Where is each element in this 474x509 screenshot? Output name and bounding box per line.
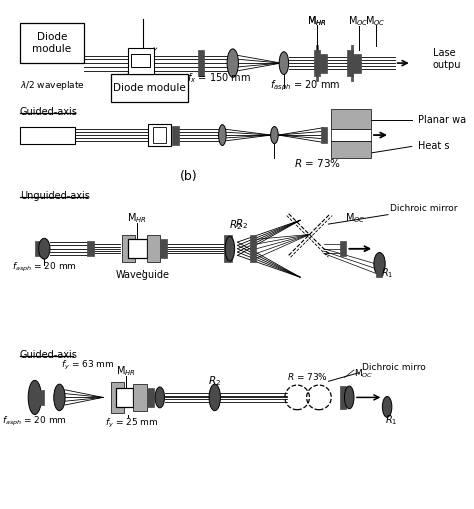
Ellipse shape xyxy=(209,384,220,411)
Bar xyxy=(146,388,154,407)
Text: $R$ = 73%: $R$ = 73% xyxy=(287,371,328,382)
Ellipse shape xyxy=(38,238,50,259)
Text: Guided-axis: Guided-axis xyxy=(19,350,78,360)
Ellipse shape xyxy=(155,387,164,408)
Text: Waveguide: Waveguide xyxy=(116,270,170,280)
Ellipse shape xyxy=(28,380,41,414)
Text: M$_{HR}$: M$_{HR}$ xyxy=(127,212,147,225)
Text: Guided-axis: Guided-axis xyxy=(19,107,78,118)
Bar xyxy=(110,382,124,413)
Bar xyxy=(224,236,232,262)
Bar xyxy=(133,384,146,411)
Bar xyxy=(347,50,353,76)
Text: Lase
outpu: Lase outpu xyxy=(433,48,461,70)
Bar xyxy=(320,53,328,73)
Bar xyxy=(122,236,135,262)
Bar xyxy=(87,241,94,257)
Bar xyxy=(131,53,150,67)
Text: Planar wa: Planar wa xyxy=(419,115,466,125)
Ellipse shape xyxy=(54,384,65,411)
Text: $R$ = 73%: $R$ = 73% xyxy=(293,157,340,169)
Bar xyxy=(160,239,167,258)
Bar xyxy=(35,241,40,257)
Text: M$_{OC}$: M$_{OC}$ xyxy=(354,367,373,380)
Text: M$_{OC}$: M$_{OC}$ xyxy=(345,212,365,225)
Bar xyxy=(19,127,74,144)
Ellipse shape xyxy=(279,52,289,74)
Bar xyxy=(146,236,160,262)
Text: $f_x$ = 150 mm: $f_x$ = 150 mm xyxy=(188,71,252,85)
Bar xyxy=(340,386,346,409)
Bar xyxy=(321,127,328,143)
Text: M$_{OC}$: M$_{OC}$ xyxy=(348,15,369,29)
Bar xyxy=(331,129,371,141)
Ellipse shape xyxy=(271,127,278,144)
Text: $R_1$: $R_1$ xyxy=(385,413,397,427)
Text: $f_{asph}$ = 20 mm: $f_{asph}$ = 20 mm xyxy=(2,414,67,428)
Text: Diode module: Diode module xyxy=(113,82,186,93)
Text: $f_y$ = 25 mm: $f_y$ = 25 mm xyxy=(105,416,158,430)
Text: $\lambda$/2 waveplate: $\lambda$/2 waveplate xyxy=(19,79,85,92)
Bar xyxy=(314,50,320,76)
Text: $R_2$: $R_2$ xyxy=(208,375,221,388)
Bar xyxy=(353,53,361,73)
Ellipse shape xyxy=(374,252,385,275)
Text: $f_y$ = 63 mm: $f_y$ = 63 mm xyxy=(61,359,115,372)
Bar xyxy=(110,73,188,102)
Text: M$_{HR}$: M$_{HR}$ xyxy=(307,15,327,29)
Bar xyxy=(128,239,146,258)
Bar xyxy=(38,390,44,405)
Text: $R_1$: $R_1$ xyxy=(381,266,393,280)
Bar xyxy=(148,124,171,147)
Text: $f_{asph}$ = 20 mm: $f_{asph}$ = 20 mm xyxy=(12,261,77,274)
Ellipse shape xyxy=(219,125,226,146)
Text: Diode
module: Diode module xyxy=(32,33,72,54)
Bar xyxy=(128,48,154,74)
Ellipse shape xyxy=(345,386,354,409)
Text: $f_{asph}$ = 20 mm: $f_{asph}$ = 20 mm xyxy=(270,78,340,93)
Text: Dichroic mirror: Dichroic mirror xyxy=(390,205,457,213)
Text: M$_{HR}$: M$_{HR}$ xyxy=(116,364,136,378)
Text: $R_2$: $R_2$ xyxy=(235,217,248,231)
Bar xyxy=(331,108,371,129)
Ellipse shape xyxy=(227,49,238,77)
Text: Dichroic mirro: Dichroic mirro xyxy=(362,362,425,372)
Bar xyxy=(172,126,179,145)
Bar xyxy=(376,258,383,277)
Bar xyxy=(116,388,133,407)
Text: Unguided-axis: Unguided-axis xyxy=(19,191,90,201)
Bar xyxy=(340,241,346,257)
Bar xyxy=(19,23,84,63)
Ellipse shape xyxy=(225,236,235,261)
Bar xyxy=(250,236,256,262)
Bar xyxy=(153,127,166,143)
Ellipse shape xyxy=(383,397,392,417)
Bar xyxy=(331,141,371,158)
Text: (b): (b) xyxy=(180,170,197,183)
Text: M$_{HR}$: M$_{HR}$ xyxy=(307,15,327,29)
Text: Heat s: Heat s xyxy=(419,142,450,152)
Bar xyxy=(198,50,204,76)
Text: $R_2$: $R_2$ xyxy=(229,218,242,232)
Text: M$_{OC}$: M$_{OC}$ xyxy=(365,15,386,29)
